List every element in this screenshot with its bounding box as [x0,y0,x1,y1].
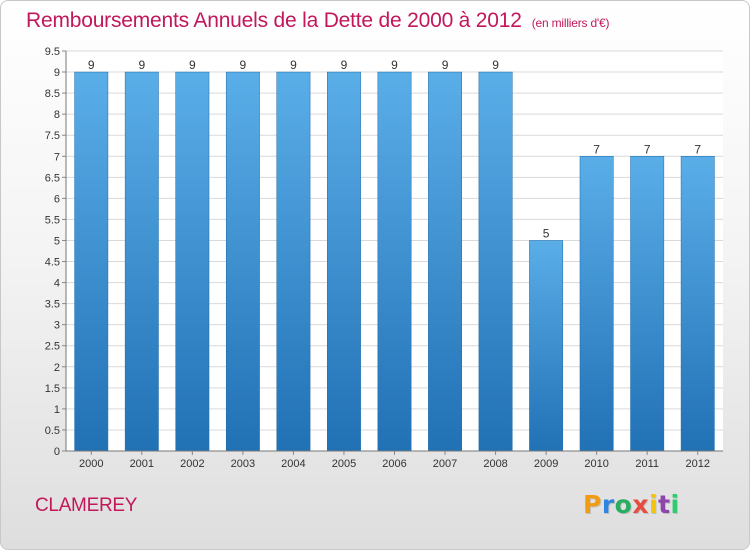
y-tick-label: 4.5 [45,257,60,269]
data-label: 9 [189,58,196,72]
bar [428,71,462,452]
commune-name: CLAMEREY [35,495,138,516]
x-tick-label: 2000 [79,458,103,470]
chart-title: Remboursements Annuels de la Dette de 20… [26,9,609,33]
logo-letter: P [583,490,602,519]
y-tick-label: 2.5 [45,341,60,353]
data-label: 9 [290,58,297,72]
logo-letter: o [614,490,633,519]
x-tick-label: 2001 [130,458,154,470]
chart-title-text: Remboursements Annuels de la Dette de 20… [26,9,522,32]
x-tick-label: 2010 [584,458,608,470]
logo-letter: i [649,490,659,519]
bar [579,156,614,452]
x-tick-label: 2011 [635,458,659,470]
x-tick-label: 2009 [534,458,558,470]
data-label: 9 [138,58,145,72]
data-label: 9 [240,58,247,72]
y-tick-label: 1 [54,404,60,416]
x-tick-label: 2005 [332,458,356,470]
y-tick-label: 7.5 [45,130,60,142]
bar [225,71,260,452]
proxiti-logo: Proxiti [583,490,680,519]
logo-letter: i [670,490,680,519]
bar [680,156,715,452]
data-label: 9 [442,58,449,72]
y-tick-label: 0.5 [45,425,60,437]
y-tick-label: 4 [54,278,60,290]
x-tick-label: 2006 [382,458,406,470]
data-label: 9 [88,58,95,72]
x-tick-label: 2003 [231,458,255,470]
y-tick-label: 9 [54,67,60,79]
x-tick-label: 2008 [483,458,507,470]
y-tick-label: 6 [54,193,60,205]
bar [377,71,412,452]
logo-letter: x [632,490,649,519]
logo-letter: t [658,490,671,519]
data-label: 5 [543,226,550,240]
x-tick-label: 2012 [685,458,709,470]
y-tick-label: 3 [54,320,60,332]
y-tick-label: 0 [54,446,60,458]
data-label: 7 [644,142,651,156]
y-tick-label: 5 [54,235,60,247]
y-tick-label: 2 [54,362,60,374]
bar [327,71,361,452]
x-tick-label: 2004 [281,458,305,470]
y-tick-label: 6.5 [45,172,60,184]
logo-letter: r [601,490,615,519]
bar [276,71,311,452]
chart-subtitle: (en milliers d'€) [531,16,610,30]
y-tick-label: 8 [54,109,60,121]
bar [478,71,513,452]
data-label: 7 [593,142,600,156]
bar [175,71,210,452]
y-tick-label: 5.5 [45,214,60,226]
x-tick-label: 2002 [180,458,204,470]
y-tick-label: 9.5 [45,46,60,58]
bar [124,71,159,452]
y-tick-label: 1.5 [45,383,60,395]
data-label: 9 [341,58,348,72]
y-tick-label: 3.5 [45,299,60,311]
data-label: 7 [694,142,701,156]
y-tick-label: 8.5 [45,88,60,100]
data-label: 9 [492,58,499,72]
bar [630,156,665,452]
x-tick-label: 2007 [433,458,457,470]
y-tick-label: 7 [54,151,60,163]
data-label: 9 [391,58,398,72]
bar [74,71,109,452]
bar [529,240,564,452]
